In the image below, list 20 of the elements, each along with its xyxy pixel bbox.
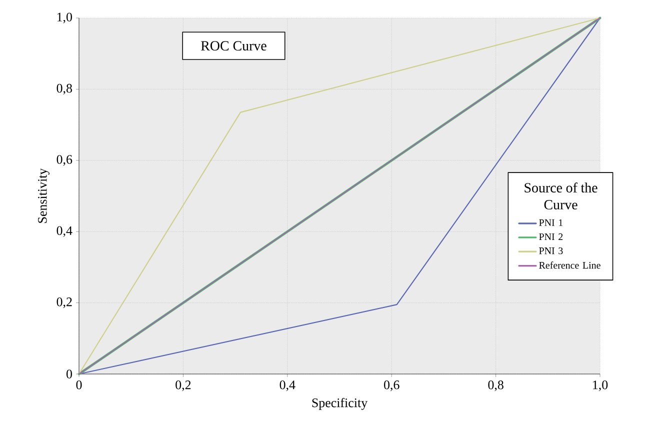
x-tick-label: 0,8 (488, 380, 504, 392)
legend-label: PNI 3 (539, 247, 563, 254)
x-tick-label: 0 (76, 380, 82, 390)
x-tick-label: 0,4 (280, 380, 296, 392)
x-axis-title: Specificity (312, 398, 368, 410)
y-tick-label: 0 (66, 370, 72, 378)
y-tick-label: 0,4 (56, 226, 72, 237)
legend-label: PNI 1 (539, 219, 563, 226)
legend-label: PNI 2 (539, 233, 563, 240)
text: ROC Curve (201, 41, 266, 51)
y-tick-label: 0,8 (56, 84, 72, 95)
legend-title: Source of the Curve (524, 182, 598, 210)
y-tick-label: 0,2 (56, 298, 72, 308)
y-tick-label: 0,6 (56, 155, 72, 166)
legend-label: Reference Line (539, 262, 600, 269)
y-tick-label: 1,0 (57, 12, 72, 24)
x-tick-label: 1,0 (593, 380, 608, 392)
x-tick-label: 0,2 (176, 380, 191, 392)
y-axis-title: Sensitivity (38, 168, 50, 223)
x-tick-label: 0,6 (384, 380, 400, 392)
